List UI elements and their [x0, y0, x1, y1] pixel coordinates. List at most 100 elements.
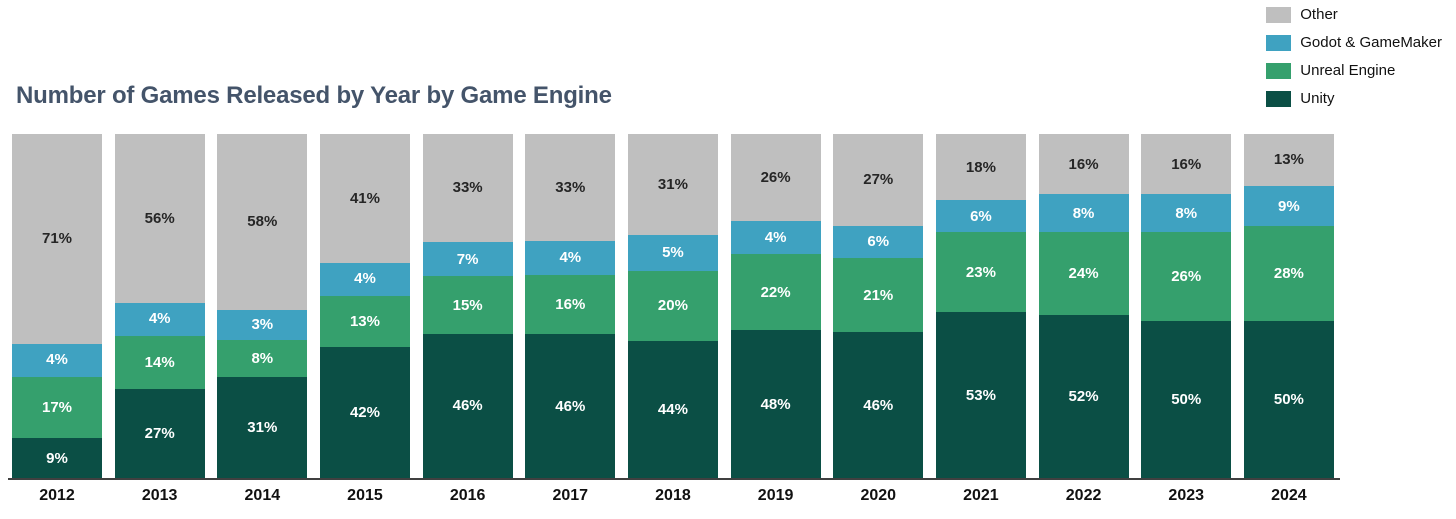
bar-2017: 33% 4% 16% 46% [525, 134, 616, 478]
segment-godot-gamemaker-2016: 7% [422, 241, 513, 277]
segment-godot-gamemaker-2020: 6% [833, 225, 924, 258]
segment-value-label: 26% [760, 169, 791, 186]
segment-godot-gamemaker-2014: 3% [217, 309, 308, 340]
segment-godot-gamemaker-2015: 4% [319, 262, 410, 296]
segment-unity-2017: 46% [525, 334, 616, 478]
segment-other-2012: 71% [12, 134, 102, 344]
segment-value-label: 48% [760, 395, 791, 413]
segment-unreal-engine-2017: 16% [525, 274, 616, 335]
x-axis-label-2018: 2018 [655, 487, 691, 504]
segment-unity-2015: 42% [319, 346, 410, 478]
x-axis-label-2024: 2024 [1271, 487, 1307, 504]
segment-value-label: 4% [551, 246, 590, 269]
segment-unreal-engine-2018: 20% [627, 270, 718, 342]
legend-label-unity: Unity [1300, 90, 1335, 107]
segment-value-label: 50% [1273, 391, 1304, 408]
segment-unreal-engine-2013: 14% [114, 335, 205, 389]
bar-2018: 31% 5% 20% 44% [627, 134, 718, 478]
bar-2023: 16% 8% 26% 50% [1141, 134, 1232, 478]
legend-item-godot-gamemaker: Godot & GameMaker [1266, 34, 1442, 51]
segment-value-label: 31% [247, 419, 278, 437]
bar-2019: 26% 4% 22% 48% [730, 134, 821, 478]
segment-value-label: 15% [452, 296, 483, 314]
chart-title: Number of Games Released by Year by Game… [16, 82, 612, 109]
segment-unreal-engine-2019: 22% [730, 254, 821, 331]
segment-value-label: 8% [1175, 204, 1198, 222]
legend-item-unity: Unity [1266, 90, 1442, 107]
segment-godot-gamemaker-2019: 4% [730, 221, 821, 255]
segment-unreal-engine-2015: 13% [319, 295, 410, 347]
segment-unreal-engine-2024: 28% [1243, 226, 1334, 321]
segment-unreal-engine-2021: 23% [935, 232, 1026, 313]
segment-godot-gamemaker-2024: 9% [1243, 185, 1334, 227]
segment-value-label: 42% [349, 403, 380, 421]
segment-unreal-engine-2014: 8% [217, 339, 308, 378]
segment-value-label: 13% [349, 312, 380, 330]
legend: Other Godot & GameMaker Unreal Engine Unity [1266, 6, 1442, 107]
segment-value-label: 16% [1171, 155, 1202, 173]
legend-item-unreal-engine: Unreal Engine [1266, 62, 1442, 79]
segment-unity-2014: 31% [217, 377, 308, 478]
segment-value-label: 8% [1072, 204, 1095, 222]
x-axis-labels: 2012 2013 2014 2015 2016 2017 2018 2019 2020 2021… [12, 487, 1334, 505]
segment-value-label: 6% [867, 233, 890, 251]
segment-unity-2020: 46% [833, 332, 924, 479]
segment-value-label: 24% [1068, 265, 1099, 283]
segment-value-label: 26% [1171, 268, 1202, 286]
segment-value-label: 4% [756, 226, 795, 249]
segment-value-label: 71% [41, 230, 73, 248]
segment-value-label: 33% [452, 179, 483, 197]
bar-2014: 58% 3% 8% 31% [217, 134, 308, 478]
segment-unity-2023: 50% [1141, 321, 1232, 478]
segment-unity-2021: 53% [935, 312, 1026, 478]
segment-other-2022: 16% [1038, 134, 1129, 195]
segment-other-2015: 41% [319, 134, 410, 263]
segment-godot-gamemaker-2022: 8% [1038, 194, 1129, 233]
segment-value-label: 7% [456, 250, 479, 268]
x-axis-label-2013: 2013 [141, 487, 178, 504]
segment-value-label: 23% [965, 263, 996, 281]
segment-value-label: 22% [760, 283, 791, 301]
bar-2021: 18% 6% 23% 53% [935, 134, 1026, 478]
segment-unity-2012: 9% [12, 438, 102, 478]
x-axis-label-2017: 2017 [552, 487, 589, 504]
segment-other-2020: 27% [833, 134, 924, 226]
segment-value-label: 17% [41, 399, 73, 416]
legend-label-godot-gamemaker: Godot & GameMaker [1300, 34, 1442, 51]
segment-value-label: 5% [654, 241, 692, 264]
bar-2013: 56% 4% 14% 27% [114, 134, 205, 478]
segment-value-label: 28% [1273, 265, 1304, 283]
x-axis-label-2012: 2012 [39, 487, 75, 504]
segment-unity-2016: 46% [422, 333, 513, 478]
segment-value-label: 8% [251, 350, 274, 368]
bar-2012: 71% 4% 17% 9% [12, 134, 102, 478]
x-axis-label-2019: 2019 [757, 487, 794, 504]
x-axis-label-2021: 2021 [963, 487, 999, 504]
plot-area: 71% 4% 17% 9% 56% 4% 14% 27% 58% 3% 8% 31% 41% 4% 13% 4… [12, 134, 1334, 479]
segment-value-label: 6% [970, 207, 992, 225]
segment-value-label: 20% [657, 297, 688, 315]
segment-godot-gamemaker-2021: 6% [935, 200, 1026, 233]
x-axis-line [8, 478, 1340, 480]
segment-value-label: 33% [555, 179, 586, 197]
bar-2024: 13% 9% 28% 50% [1243, 134, 1334, 478]
segment-godot-gamemaker-2018: 5% [627, 234, 718, 271]
segment-value-label: 41% [349, 189, 380, 207]
x-axis-label-2016: 2016 [449, 487, 486, 504]
segment-value-label: 16% [1068, 155, 1099, 173]
legend-swatch-other [1266, 6, 1292, 23]
segment-value-label: 9% [1278, 197, 1300, 215]
segment-unity-2022: 52% [1038, 315, 1129, 478]
segment-unreal-engine-2012: 17% [12, 376, 102, 439]
segment-unreal-engine-2022: 24% [1038, 232, 1129, 316]
segment-unity-2018: 44% [627, 341, 718, 478]
segment-other-2013: 56% [114, 134, 205, 303]
segment-value-label: 56% [144, 209, 175, 227]
segment-other-2021: 18% [935, 134, 1026, 201]
segment-value-label: 18% [965, 158, 996, 176]
legend-swatch-unreal-engine [1266, 62, 1292, 79]
segment-value-label: 52% [1068, 388, 1099, 406]
x-axis-label-2014: 2014 [244, 487, 281, 504]
legend-swatch-unity [1266, 90, 1292, 107]
